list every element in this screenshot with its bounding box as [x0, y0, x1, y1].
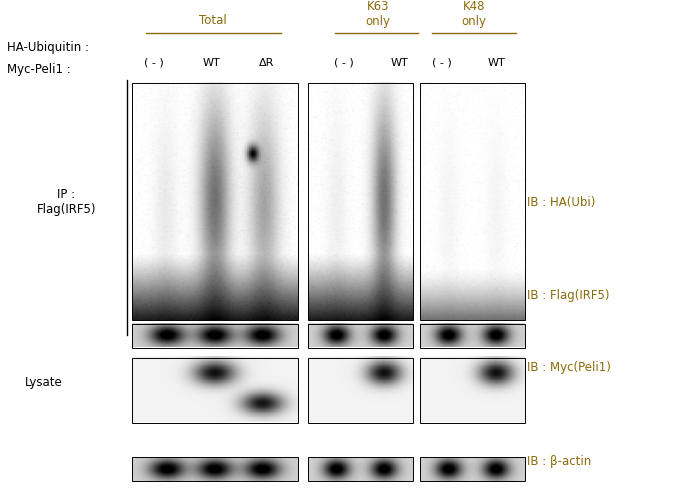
Text: IB : Flag(IRF5): IB : Flag(IRF5): [527, 290, 609, 302]
Text: ( - ): ( - ): [431, 58, 452, 68]
Bar: [308, 82, 413, 320]
Text: WT: WT: [202, 58, 220, 68]
Text: WT: WT: [487, 58, 505, 68]
Text: IB : Myc(Peli1): IB : Myc(Peli1): [527, 361, 611, 374]
Bar: [420, 324, 525, 347]
Text: Lysate: Lysate: [25, 376, 63, 389]
Bar: [308, 358, 413, 422]
Bar: [132, 457, 298, 481]
Text: ( - ): ( - ): [144, 58, 165, 68]
Bar: [308, 457, 413, 481]
Bar: [132, 324, 298, 347]
Text: WT: WT: [391, 58, 408, 68]
Text: K63
only: K63 only: [366, 0, 390, 28]
Text: HA-Ubiquitin :: HA-Ubiquitin :: [7, 41, 89, 54]
Bar: [420, 82, 525, 320]
Text: ΔR: ΔR: [259, 58, 274, 68]
Text: Myc-Peli1 :: Myc-Peli1 :: [7, 64, 70, 76]
Text: IB : β-actin: IB : β-actin: [527, 454, 591, 468]
Text: Total: Total: [200, 14, 227, 28]
Bar: [132, 358, 298, 422]
Text: IB : HA(Ubi): IB : HA(Ubi): [527, 196, 595, 209]
Text: IP :
Flag(IRF5): IP : Flag(IRF5): [37, 188, 96, 216]
Bar: [132, 82, 298, 320]
Bar: [420, 457, 525, 481]
Bar: [420, 358, 525, 422]
Text: K48
only: K48 only: [462, 0, 486, 28]
Text: ( - ): ( - ): [334, 58, 354, 68]
Bar: [308, 324, 413, 347]
